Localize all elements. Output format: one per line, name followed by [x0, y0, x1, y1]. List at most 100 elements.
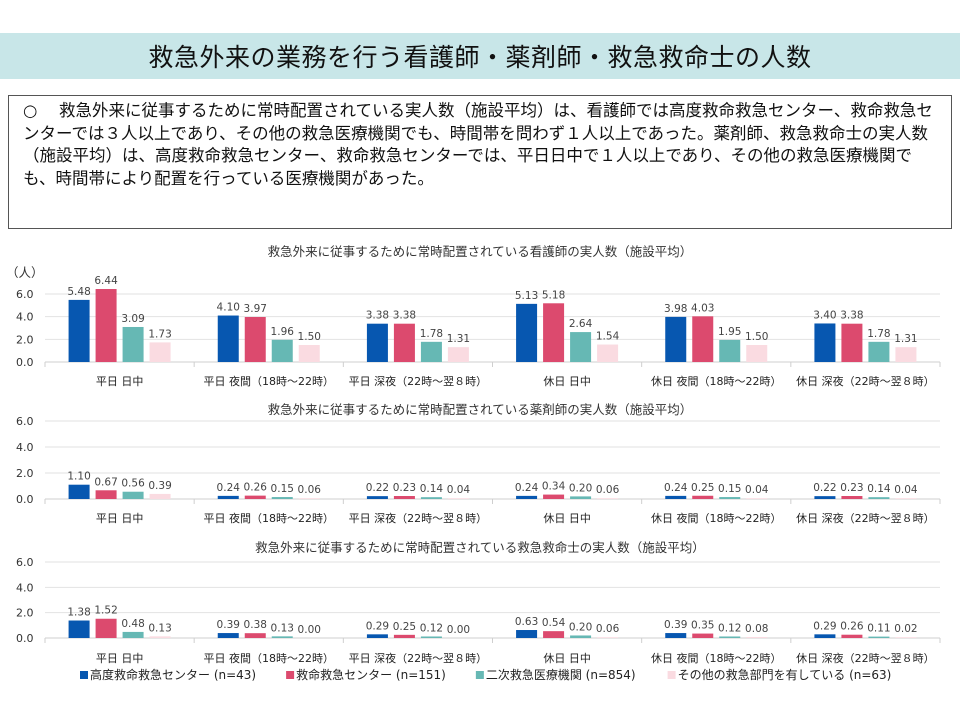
bar [719, 339, 741, 362]
data-label: 0.04 [745, 484, 769, 496]
data-label: 0.39 [148, 480, 171, 492]
data-label: 3.97 [244, 303, 267, 315]
data-label: 0.67 [94, 476, 117, 488]
chart-title: 救急外来に従事するために常時配置されている薬剤師の実人数（施設平均） [268, 402, 693, 417]
category-label: 平日 日中 [96, 375, 144, 388]
data-label: 0.00 [298, 624, 321, 636]
data-label: 0.56 [121, 478, 145, 490]
bar [868, 497, 890, 499]
data-label: 1.96 [271, 326, 295, 338]
bar [692, 316, 714, 362]
bar [95, 490, 117, 499]
legend-swatch [80, 671, 88, 679]
bar [366, 496, 388, 499]
bar [868, 341, 890, 362]
data-label: 0.04 [894, 484, 918, 496]
bar [244, 317, 266, 362]
data-label: 0.12 [420, 622, 443, 634]
chart-title: 救急外来に従事するために常時配置されている救急救命士の実人数（施設平均） [255, 540, 705, 555]
legend-label: 二次救急医療機関 (n=854) [486, 667, 636, 682]
bar [841, 634, 863, 638]
data-label: 0.11 [867, 623, 890, 635]
bar [447, 498, 469, 499]
bar [692, 633, 714, 638]
bar [597, 498, 619, 499]
bar [68, 484, 90, 499]
data-label: 0.08 [745, 623, 768, 635]
bar [543, 494, 565, 499]
bar [149, 493, 171, 499]
data-label: 0.39 [217, 619, 240, 631]
category-label: 休日 夜間（18時～22時） [651, 374, 782, 388]
category-label: 休日 日中 [543, 375, 591, 388]
bar [814, 634, 836, 638]
bar [122, 631, 144, 638]
bar [68, 620, 90, 638]
bar [217, 495, 239, 499]
category-label: 休日 深夜（22時～翌８時） [796, 374, 935, 388]
data-label: 0.22 [366, 482, 389, 494]
y-tick-label: 2.0 [16, 333, 34, 346]
slide-title-bar: 救急外来の業務を行う看護師・薬剤師・救急救命士の人数 [0, 33, 960, 79]
data-label: 1.52 [94, 605, 117, 617]
bar [895, 347, 917, 362]
bar [420, 497, 442, 499]
data-label: 1.78 [867, 328, 890, 340]
bar [895, 498, 917, 499]
chart-title: 救急外来に従事するために常時配置されている看護師の実人数（施設平均） [268, 244, 693, 259]
data-label: 0.24 [217, 482, 241, 494]
data-label: 5.48 [67, 286, 90, 298]
bar [746, 345, 768, 362]
data-label: 0.13 [148, 622, 171, 634]
data-label: 0.20 [569, 621, 592, 633]
bar [570, 496, 592, 499]
data-label: 0.34 [542, 481, 566, 493]
bar [447, 347, 469, 362]
data-label: 0.25 [393, 621, 416, 633]
bar [95, 618, 117, 638]
y-axis-label: （人） [6, 265, 44, 280]
data-label: 0.14 [420, 483, 444, 495]
data-label: 1.50 [298, 331, 321, 343]
category-label: 平日 深夜（22時～翌８時） [349, 374, 488, 388]
bar [244, 495, 266, 499]
y-tick-label: 4.0 [16, 311, 34, 324]
data-label: 0.35 [691, 620, 714, 632]
data-label: 4.10 [217, 302, 240, 314]
bar [597, 637, 619, 638]
legend-swatch [475, 671, 484, 679]
legend-label: その他の救急部門を有している (n=63) [678, 667, 892, 682]
bar [244, 633, 266, 638]
category-label: 平日 日中 [96, 512, 144, 525]
bar [814, 496, 836, 499]
data-label: 0.13 [271, 622, 294, 634]
bar [570, 635, 592, 638]
data-label: 3.38 [840, 310, 863, 322]
bar [393, 496, 415, 499]
data-label: 6.44 [94, 275, 118, 287]
y-tick-label: 0.0 [16, 493, 34, 506]
bar [122, 491, 144, 499]
bar [122, 326, 144, 362]
data-label: 0.29 [366, 620, 389, 632]
bar [665, 633, 687, 638]
bar [366, 634, 388, 638]
bar [271, 339, 293, 362]
data-label: 1.73 [148, 328, 171, 340]
bar [271, 497, 293, 499]
data-label: 0.54 [542, 617, 566, 629]
data-label: 0.06 [298, 484, 322, 496]
category-label: 休日 日中 [543, 512, 591, 525]
data-label: 0.12 [718, 622, 741, 634]
category-label: 平日 深夜（22時～翌８時） [349, 651, 488, 665]
summary-box: ○ 救急外来に従事するために常時配置されている実人数（施設平均）は、看護師では高度… [8, 95, 952, 229]
category-label: 休日 深夜（22時～翌８時） [796, 651, 935, 665]
y-tick-label: 2.0 [16, 607, 34, 620]
data-label: 0.26 [840, 621, 864, 633]
bar [543, 303, 565, 362]
bar [719, 497, 741, 499]
data-label: 0.20 [569, 482, 592, 494]
data-label: 5.18 [542, 289, 565, 301]
bar [597, 344, 619, 362]
